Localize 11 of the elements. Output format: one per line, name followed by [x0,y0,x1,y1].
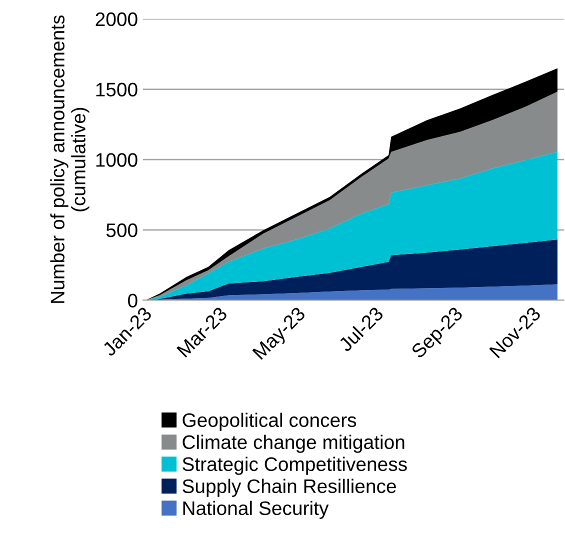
y-tick-label: 1000 [96,153,138,167]
y-tick-label: 0 [128,294,138,308]
legend-label: National Security [183,500,329,519]
legend-label: Geopolitical concers [182,412,356,431]
y-tick-label: 500 [106,223,138,238]
legend-label: Supply Chain Resillience [182,478,396,497]
y-axis-title: Number of policy announcements (cumulative) [50,15,90,303]
y-tick-label: 1500 [96,82,138,96]
legend-label: Climate change mitigation [182,434,404,453]
y-tick-label: 2000 [96,12,138,26]
legend-label: Strategic Competitiveness [182,456,407,475]
